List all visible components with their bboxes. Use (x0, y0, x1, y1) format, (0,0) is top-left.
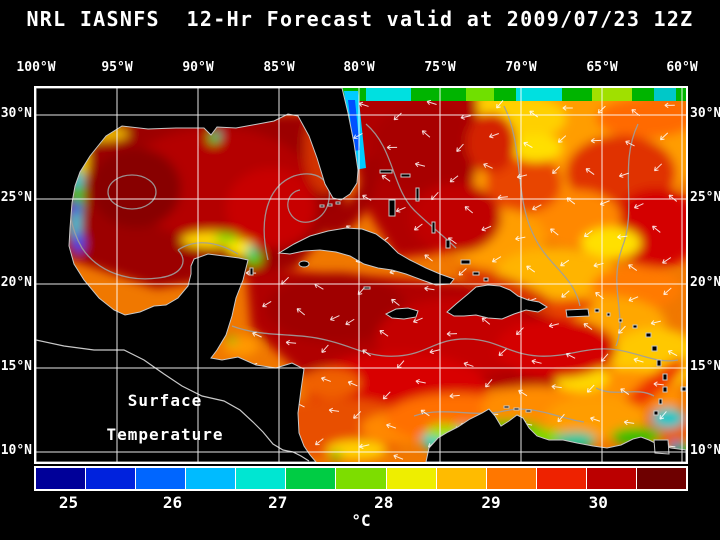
temperature-label: Temperature (106, 425, 224, 444)
land-hispaniola (446, 284, 548, 320)
lat-tick-label: 30°N (690, 106, 720, 121)
colorbar-segment (286, 468, 336, 489)
colorbar-scale (34, 466, 688, 491)
colorbar-segment (586, 468, 636, 489)
colorbar-tick-label: 29 (481, 493, 501, 512)
land-trinidad (653, 439, 670, 455)
colorbar-tick-label: 27 (268, 493, 288, 512)
lat-tick-label: 10°N (0, 443, 32, 458)
lon-tick-label: 90°W (182, 60, 214, 75)
colorbar-segment (236, 468, 286, 489)
lon-tick-label: 95°W (101, 60, 133, 75)
lat-tick-label: 30°N (0, 106, 32, 121)
colorbar-tick-label: 30 (588, 493, 608, 512)
lat-tick-label: 15°N (690, 359, 720, 374)
surface-label: Surface (127, 391, 203, 410)
colorbar-ticks: 25 26 27 28 29 30 (36, 493, 686, 512)
lat-tick-label: 10°N (690, 443, 720, 458)
sst-map-image (36, 88, 686, 462)
colorbar-segment (486, 468, 536, 489)
colorbar-segment (636, 468, 687, 489)
lon-tick-label: 100°W (16, 60, 56, 75)
lat-tick-label: 25°N (0, 190, 32, 205)
colorbar-tick-label: 26 (162, 493, 183, 512)
colorbar-segment (86, 468, 136, 489)
colorbar-segment (186, 468, 236, 489)
lon-tick-label: 80°W (343, 60, 375, 75)
colorbar-tick-label: 25 (58, 493, 79, 512)
lon-tick-label: 75°W (424, 60, 456, 75)
colorbar-segment (336, 468, 386, 489)
lon-tick-label: 60°W (666, 60, 698, 75)
colorbar-segment (36, 468, 86, 489)
land-puerto-rico (565, 308, 590, 318)
map-plot-area: Surface Temperature (34, 86, 688, 464)
plot-title: NRL IASNFS 12-Hr Forecast valid at 2009/… (26, 7, 694, 31)
colorbar-segment (436, 468, 486, 489)
lat-tick-label: 25°N (690, 190, 720, 205)
lon-tick-label: 70°W (505, 60, 537, 75)
colorbar-segment (536, 468, 586, 489)
graticule-layer (36, 88, 686, 462)
colorbar-unit-label: °C (351, 511, 371, 530)
lon-tick-label: 85°W (263, 60, 295, 75)
pacific-coastline (36, 339, 310, 462)
land-cuba (277, 227, 455, 286)
land-jamaica (385, 307, 419, 320)
land-south-america (425, 408, 686, 462)
colorbar-tick-label: 28 (374, 493, 394, 512)
colorbar-segment (386, 468, 436, 489)
lon-tick-label: 65°W (586, 60, 618, 75)
lat-tick-label: 20°N (0, 275, 32, 290)
lat-tick-label: 15°N (0, 359, 32, 374)
lat-tick-label: 20°N (690, 275, 720, 290)
colorbar-segment (136, 468, 186, 489)
